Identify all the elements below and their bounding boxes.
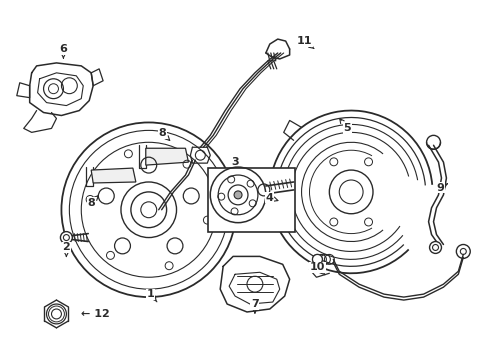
Text: 6: 6 [59, 44, 67, 58]
Text: ← 12: ← 12 [81, 309, 110, 319]
Polygon shape [146, 148, 189, 165]
Bar [208, 168, 294, 231]
Text: 8: 8 [87, 196, 98, 208]
Text: 2: 2 [63, 243, 70, 256]
Circle shape [430, 242, 441, 253]
Circle shape [60, 231, 73, 243]
Text: 7: 7 [251, 299, 259, 313]
Circle shape [313, 255, 322, 264]
Text: 1: 1 [147, 289, 157, 302]
Text: 3: 3 [231, 157, 239, 167]
Text: 9: 9 [437, 183, 447, 193]
Polygon shape [91, 168, 136, 183]
Text: 10: 10 [310, 262, 325, 275]
Text: 8: 8 [159, 129, 170, 140]
Text: 11: 11 [297, 36, 314, 49]
Circle shape [121, 182, 176, 238]
Text: 4: 4 [266, 193, 278, 203]
Circle shape [234, 191, 242, 199]
Text: 5: 5 [340, 119, 351, 134]
